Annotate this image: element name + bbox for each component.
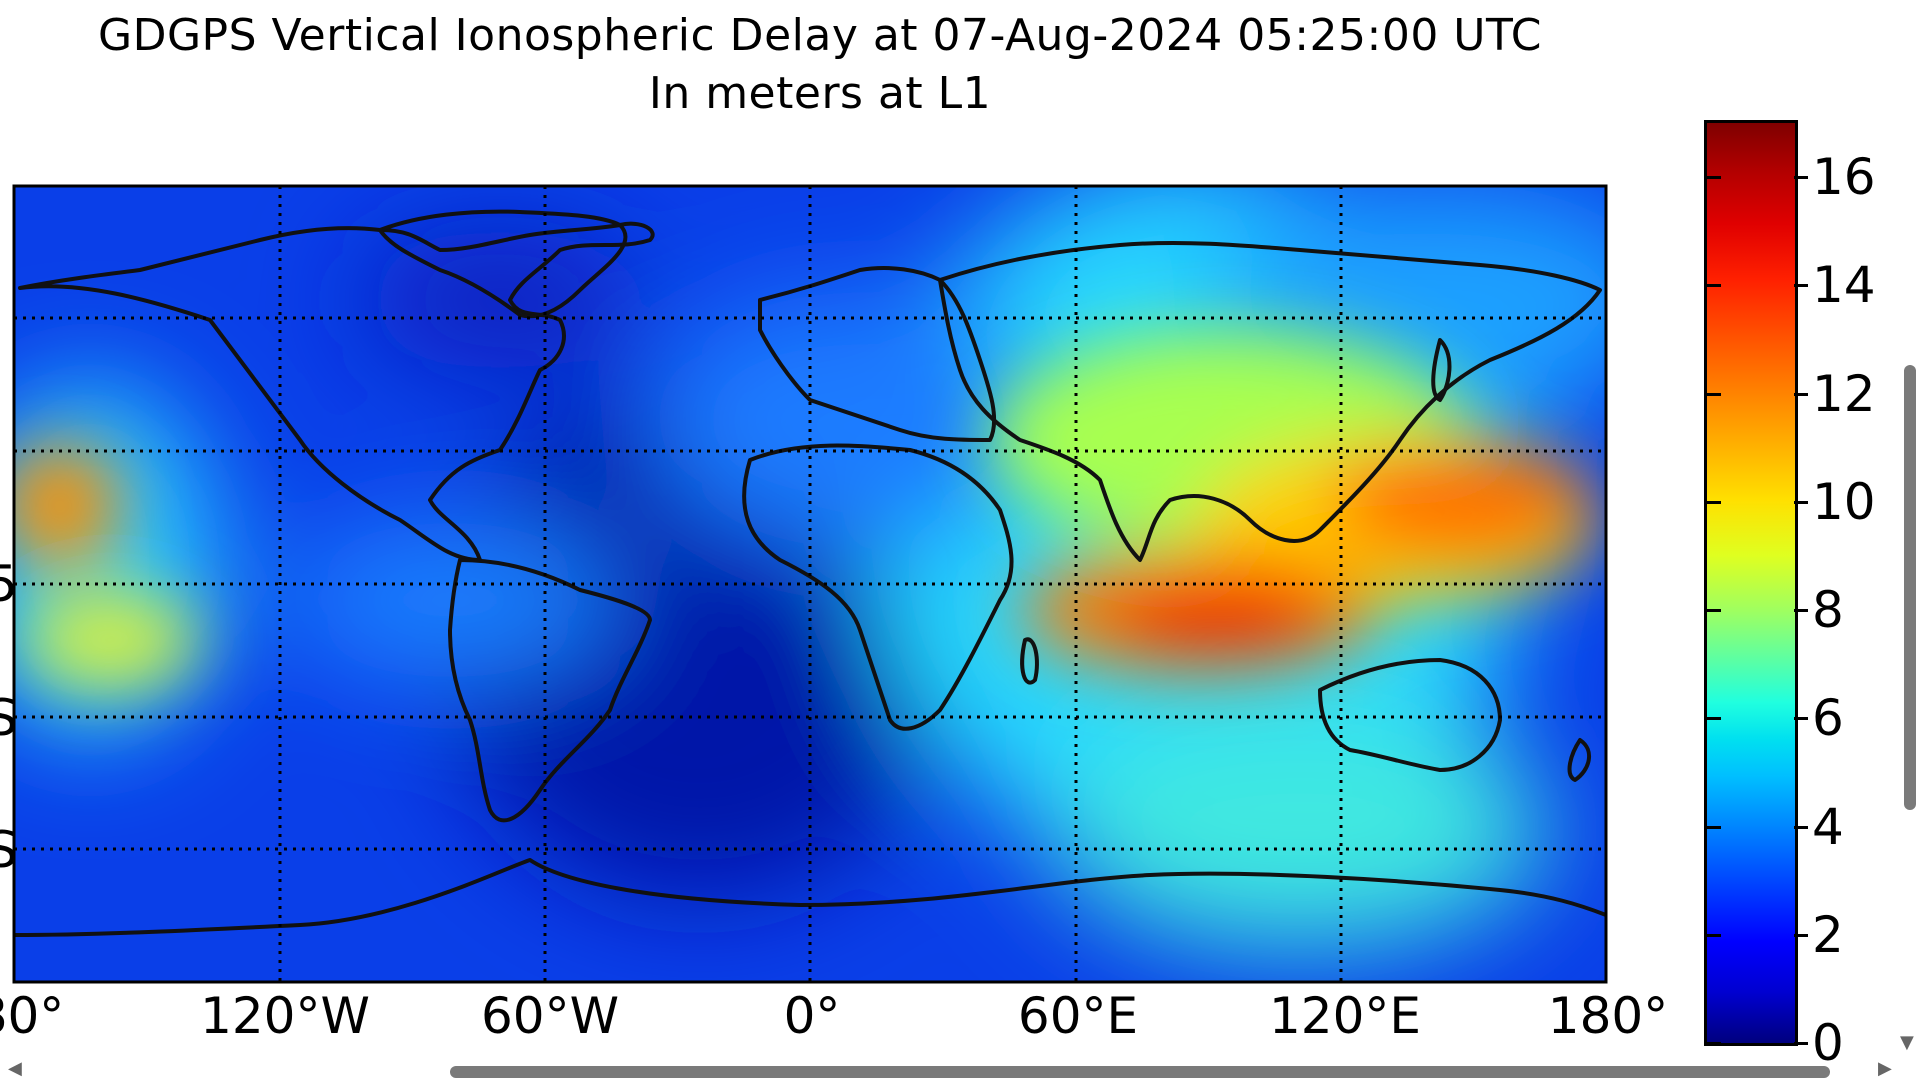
colorbar: [1704, 120, 1798, 1046]
x-tick-label: 120°E: [1268, 987, 1422, 1045]
colorbar-tick: [1794, 717, 1808, 721]
x-tick-label: 180°: [1547, 987, 1669, 1045]
colorbar-tick-inner: [1707, 825, 1721, 829]
colorbar-tick-label: 0: [1812, 1014, 1844, 1072]
plot-subtitle: In meters at L1: [648, 68, 992, 119]
coastlines: [14, 209, 1606, 937]
y-tick-fragment: I: [0, 162, 1, 218]
colorbar-tick-label: 8: [1812, 581, 1844, 640]
colorbar-tick: [1794, 284, 1808, 288]
colorbar-tick-inner: [1707, 609, 1721, 613]
colorbar-tick-inner: [1707, 284, 1721, 288]
colorbar-tick: [1794, 176, 1808, 180]
delay-heatmap: [14, 186, 1606, 982]
colorbar-tick-label: 4: [1812, 797, 1844, 856]
colorbar-tick: [1794, 609, 1808, 613]
colorbar-tick: [1794, 1042, 1808, 1045]
horizontal-scrollbar[interactable]: [450, 1066, 1830, 1078]
scroll-left-arrow-icon[interactable]: ◀: [8, 1058, 22, 1079]
colorbar-tick-label: 16: [1812, 148, 1876, 207]
colorbar-tick-inner: [1707, 392, 1721, 396]
x-tick-label: 60°W: [480, 987, 620, 1045]
colorbar-tick-label: 2: [1812, 905, 1844, 964]
vertical-scrollbar[interactable]: [1904, 365, 1916, 810]
colorbar-tick-inner: [1707, 176, 1721, 180]
y-tick-fragment: S: [0, 689, 18, 747]
x-tick-label: 60°E: [1017, 987, 1139, 1045]
scroll-down-arrow-icon[interactable]: ▼: [1900, 1032, 1914, 1053]
y-tick-fragment: I: [0, 294, 1, 350]
x-tick-label: 80°: [0, 987, 65, 1045]
colorbar-tick-label: 6: [1812, 689, 1844, 748]
x-tick-label: 0°: [783, 987, 841, 1045]
plot-title: GDGPS Vertical Ionospheric Delay at 07-A…: [97, 10, 1543, 61]
y-tick-fragment: 5: [0, 555, 18, 613]
colorbar-tick-label: 14: [1812, 256, 1876, 315]
colorbar-tick-label: 12: [1812, 364, 1876, 423]
colorbar-tick: [1794, 500, 1808, 504]
colorbar-tick-inner: [1707, 1042, 1721, 1045]
x-tick-label: 120°W: [200, 987, 370, 1045]
scroll-right-arrow-icon[interactable]: ▶: [1878, 1058, 1892, 1079]
colorbar-tick-inner: [1707, 500, 1721, 504]
colorbar-tick: [1794, 933, 1808, 937]
colorbar-tick-inner: [1707, 933, 1721, 937]
graticule: [14, 186, 1606, 982]
y-tick-fragment: I: [0, 427, 1, 483]
colorbar-tick-inner: [1707, 717, 1721, 721]
colorbar-tick: [1794, 392, 1808, 396]
colorbar-tick-label: 10: [1812, 472, 1876, 531]
map-frame: [12, 184, 1608, 984]
colorbar-tick: [1794, 825, 1808, 829]
y-tick-fragment: S: [0, 821, 18, 879]
